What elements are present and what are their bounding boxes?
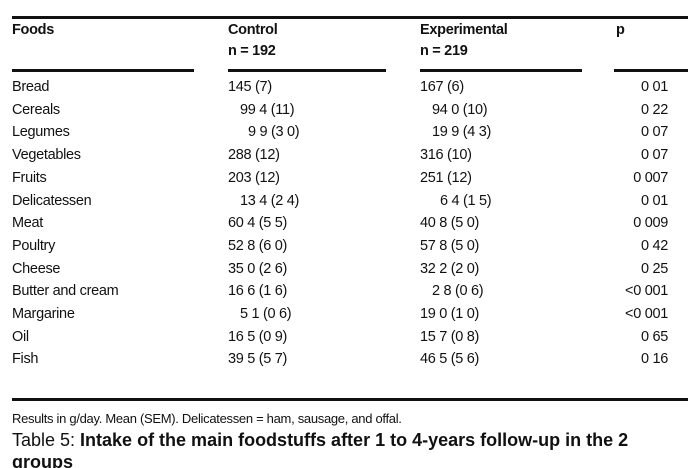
cell-control: 145 (7) [228,79,272,95]
cell-p: 0 01 [640,192,668,209]
bottom-rule [12,398,688,401]
cell-experimental: 94 0 (10) [432,101,488,118]
cell-food: Bread [12,79,50,95]
header-rule-experimental [420,69,582,72]
cell-experimental: 251 (12) [420,169,472,186]
cell-food: Vegetables [12,147,81,164]
header-control-n: n = 192 [228,43,276,59]
cell-control: 203 (12) [228,169,280,186]
header-control: Control [228,22,278,38]
cell-p: 0 009 [633,215,668,232]
cell-p: 0 07 [640,124,668,141]
header-rule-foods [12,69,194,72]
cell-control: 35 0 (2 6) [228,260,288,277]
cell-food: Delicatessen [12,192,92,209]
cell-p: 0 16 [640,351,668,368]
caption-title: Intake of the main foodstuffs after 1 to… [12,430,629,468]
cell-p: 0 22 [640,101,668,118]
cell-experimental: 167 (6) [420,79,464,95]
cell-control: 5 1 (0 6) [240,306,292,322]
cell-control: 39 5 (5 7) [228,351,288,368]
header-experimental-n: n = 219 [420,43,468,59]
cell-food: Cereals [12,101,60,118]
cell-p: 0 01 [640,79,668,95]
cell-p: 0 007 [633,169,668,186]
cell-experimental: 2 8 (0 6) [432,283,484,300]
cell-p: <0 001 [625,283,668,300]
cell-control: 288 (12) [228,147,280,164]
cell-control: 52 8 (6 0) [228,237,288,254]
table-caption: Table 5: Intake of the main foodstuffs a… [12,429,652,468]
cell-p: 0 65 [640,328,668,345]
cell-food: Fish [12,351,39,368]
cell-food: Oil [12,328,29,345]
cell-experimental: 15 7 (0 8) [420,328,480,345]
cell-control: 16 6 (1 6) [228,283,288,300]
header-foods: Foods [12,22,54,38]
header-rule-control [228,69,386,72]
cell-food: Margarine [12,306,75,322]
cell-control: 99 4 (11) [240,101,295,118]
caption-label: Table 5: [12,430,81,450]
cell-experimental: 32 2 (2 0) [420,260,480,277]
cell-experimental: 19 9 (4 3) [432,124,492,141]
cell-p: 0 07 [640,147,668,164]
header-p: p [616,22,625,38]
cell-experimental: 46 5 (5 6) [420,351,480,368]
cell-experimental: 6 4 (1 5) [440,192,492,209]
cell-experimental: 316 (10) [420,147,472,164]
cell-food: Poultry [12,237,56,254]
cell-p: <0 001 [625,306,668,322]
cell-experimental: 40 8 (5 0) [420,215,480,232]
cell-food: Cheese [12,260,61,277]
cell-food: Butter and cream [12,283,119,300]
cell-control: 9 9 (3 0) [248,124,300,141]
cell-experimental: 57 8 (5 0) [420,237,480,254]
cell-food: Legumes [12,124,70,141]
cell-control: 60 4 (5 5) [228,215,288,232]
cell-control: 13 4 (2 4) [240,192,300,209]
header-experimental: Experimental [420,22,508,38]
cell-p: 0 42 [640,237,668,254]
cell-control: 16 5 (0 9) [228,328,288,345]
top-rule [12,16,688,19]
cell-food: Meat [12,215,44,232]
header-rule-p [614,69,688,72]
footnote: Results in g/day. Mean (SEM). Delicatess… [12,411,402,426]
cell-experimental: 19 0 (1 0) [420,306,480,322]
cell-food: Fruits [12,169,47,186]
cell-p: 0 25 [640,260,668,277]
